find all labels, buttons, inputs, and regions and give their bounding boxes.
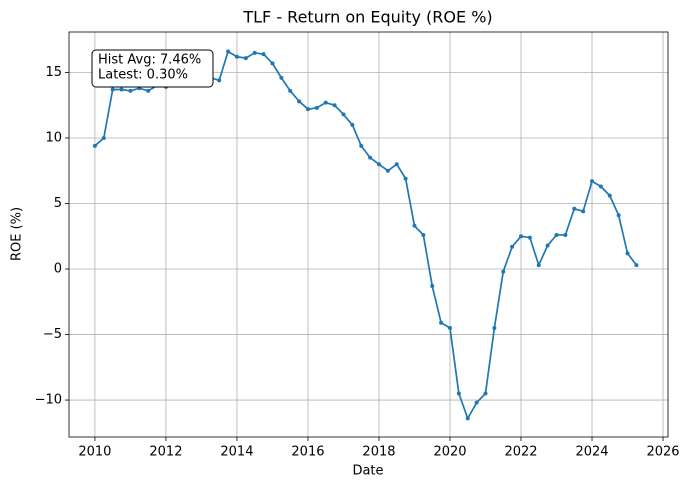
point bbox=[243, 56, 248, 61]
point bbox=[483, 391, 488, 396]
x-tick-label: 2022 bbox=[504, 445, 537, 460]
y-tick-label: 5 bbox=[54, 196, 62, 211]
x-tick-label: 2026 bbox=[646, 445, 679, 460]
y-tick-label: −5 bbox=[43, 327, 62, 342]
point bbox=[474, 400, 479, 405]
point bbox=[217, 78, 222, 83]
point bbox=[128, 88, 133, 93]
point bbox=[101, 135, 106, 140]
point bbox=[270, 61, 275, 66]
x-tick-label: 2020 bbox=[433, 445, 466, 460]
point bbox=[634, 263, 639, 268]
point bbox=[510, 244, 515, 249]
x-tick-label: 2014 bbox=[220, 445, 253, 460]
point bbox=[572, 206, 577, 211]
point bbox=[545, 243, 550, 248]
point bbox=[430, 284, 435, 289]
point bbox=[563, 232, 568, 237]
chart-title: TLF - Return on Equity (ROE %) bbox=[242, 8, 492, 27]
x-tick-label: 2018 bbox=[362, 445, 395, 460]
x-tick-label: 2012 bbox=[149, 445, 182, 460]
y-tick-label: 0 bbox=[54, 262, 62, 277]
point bbox=[368, 155, 373, 160]
point bbox=[332, 103, 337, 108]
point bbox=[323, 100, 328, 105]
annotation-text: Hist Avg: 7.46% bbox=[98, 53, 201, 68]
point bbox=[421, 232, 426, 237]
point bbox=[288, 88, 293, 93]
point bbox=[527, 235, 532, 240]
point bbox=[412, 223, 417, 228]
point bbox=[501, 269, 506, 274]
point bbox=[252, 50, 257, 55]
x-axis-label: Date bbox=[352, 464, 383, 479]
plot-frame bbox=[68, 31, 669, 438]
point bbox=[92, 143, 97, 148]
point bbox=[447, 325, 452, 330]
point bbox=[519, 234, 524, 239]
point bbox=[305, 107, 310, 112]
y-tick-label: 15 bbox=[45, 65, 62, 80]
point bbox=[439, 320, 444, 325]
x-tick-label: 2016 bbox=[291, 445, 324, 460]
x-tick-label: 2010 bbox=[78, 445, 111, 460]
y-tick-label: −10 bbox=[35, 393, 62, 408]
point bbox=[110, 87, 115, 92]
point bbox=[279, 75, 284, 80]
y-tick-label: 10 bbox=[45, 130, 62, 145]
point bbox=[226, 49, 231, 54]
point bbox=[359, 143, 364, 148]
point bbox=[234, 54, 239, 59]
point bbox=[314, 105, 319, 110]
y-axis-label: ROE (%) bbox=[10, 207, 25, 261]
x-tick-label: 2024 bbox=[575, 445, 608, 460]
annotation-box bbox=[91, 49, 214, 88]
point bbox=[554, 232, 559, 237]
point bbox=[492, 325, 497, 330]
point bbox=[616, 213, 621, 218]
point bbox=[119, 87, 124, 92]
point bbox=[146, 88, 151, 93]
point bbox=[625, 251, 630, 256]
point bbox=[341, 112, 346, 117]
point bbox=[607, 193, 612, 198]
point bbox=[590, 179, 595, 184]
point bbox=[376, 162, 381, 167]
point bbox=[456, 391, 461, 396]
point bbox=[598, 184, 603, 189]
point bbox=[403, 176, 408, 181]
point bbox=[581, 209, 586, 214]
point bbox=[297, 99, 302, 104]
point bbox=[465, 416, 470, 421]
point bbox=[261, 52, 266, 57]
point bbox=[536, 263, 541, 268]
point bbox=[350, 122, 355, 127]
annotation-text: Latest: 0.30% bbox=[98, 68, 188, 83]
point bbox=[394, 162, 399, 167]
point bbox=[385, 168, 390, 173]
